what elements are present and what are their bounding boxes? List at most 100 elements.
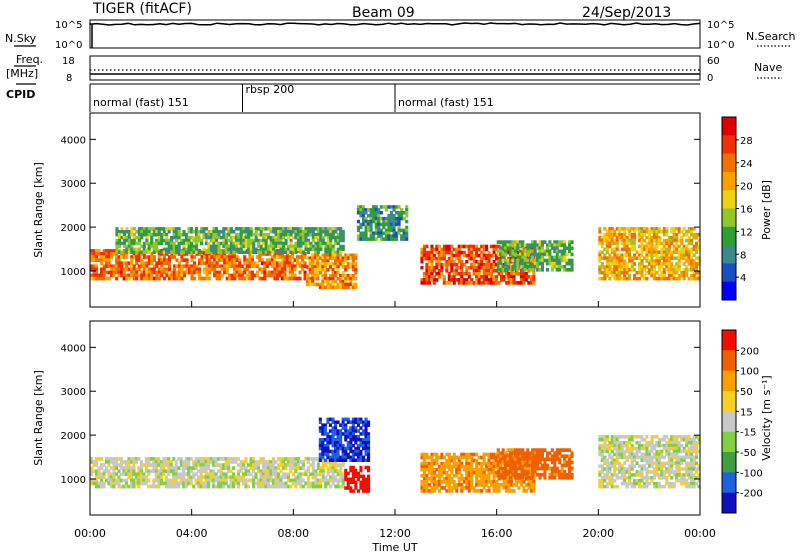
- data-cell: [198, 273, 202, 278]
- data-cell: [440, 250, 444, 255]
- data-cell: [247, 472, 251, 477]
- data-cell: [323, 438, 327, 442]
- data-cell: [311, 475, 315, 480]
- data-cell: [266, 469, 270, 474]
- data-cell: [321, 262, 325, 266]
- data-cell: [105, 469, 109, 474]
- data-cell: [266, 484, 270, 489]
- data-cell: [323, 265, 327, 269]
- data-cell: [427, 461, 431, 466]
- data-cell: [680, 235, 684, 240]
- data-cell: [356, 208, 360, 212]
- data-cell: [142, 244, 146, 249]
- data-cell: [169, 484, 173, 489]
- data-cell: [457, 455, 461, 460]
- data-cell: [555, 469, 559, 474]
- data-cell: [341, 463, 345, 467]
- data-cell: [662, 256, 666, 260]
- data-cell: [638, 271, 642, 275]
- data-cell: [536, 255, 540, 260]
- data-cell: [538, 457, 542, 462]
- data-cell: [362, 420, 366, 424]
- data-cell: [346, 262, 350, 266]
- data-cell: [623, 253, 627, 257]
- data-cell: [652, 262, 656, 266]
- data-cell: [497, 489, 501, 493]
- data-cell: [603, 435, 607, 439]
- data-cell: [308, 265, 312, 269]
- data-cell: [339, 282, 343, 287]
- data-cell: [495, 455, 499, 460]
- data-cell: [281, 463, 285, 467]
- data-cell: [217, 475, 221, 480]
- data-cell: [280, 267, 284, 272]
- data-cell: [538, 267, 542, 272]
- data-cell: [500, 483, 504, 487]
- data-cell: [321, 238, 325, 243]
- data-cell: [475, 452, 479, 457]
- data-cell: [122, 270, 126, 275]
- data-cell: [150, 270, 154, 275]
- data-cell: [242, 238, 246, 243]
- data-cell: [425, 253, 429, 258]
- data-cell: [243, 270, 247, 275]
- data-cell: [150, 267, 154, 272]
- data-cell: [505, 272, 509, 276]
- data-cell: [249, 466, 253, 470]
- data-cell: [657, 461, 661, 465]
- data-cell: [615, 458, 619, 462]
- data-cell: [598, 227, 602, 231]
- data-cell: [455, 256, 459, 261]
- data-cell: [242, 241, 246, 246]
- data-cell: [149, 457, 153, 461]
- data-cell: [227, 244, 231, 249]
- data-cell: [132, 463, 136, 467]
- data-cell: [550, 246, 554, 251]
- data-cell: [326, 481, 330, 486]
- data-cell: [550, 264, 554, 269]
- data-cell: [237, 235, 241, 240]
- data-cell: [500, 275, 504, 279]
- data-cell: [565, 258, 569, 263]
- data-cell: [460, 250, 464, 255]
- data-cell: [692, 233, 696, 237]
- data-cell: [214, 472, 218, 477]
- data-cell: [533, 451, 537, 456]
- data-cell: [387, 228, 391, 233]
- data-cell: [215, 264, 219, 269]
- data-cell: [645, 446, 649, 451]
- data-cell: [623, 259, 627, 263]
- data-cell: [110, 252, 114, 256]
- data-cell: [697, 271, 701, 275]
- data-cell: [533, 457, 537, 462]
- data-cell: [299, 250, 303, 254]
- data-cell: [140, 244, 144, 249]
- data-cell: [432, 253, 436, 258]
- data-cell: [647, 253, 651, 257]
- data-cell: [487, 269, 491, 273]
- data-cell: [272, 247, 276, 252]
- data-cell: [625, 253, 629, 257]
- data-cell: [207, 230, 211, 234]
- data-cell: [257, 244, 261, 249]
- data-cell: [480, 281, 484, 285]
- data-cell: [605, 446, 609, 451]
- data-cell: [152, 233, 156, 237]
- data-cell: [294, 469, 298, 474]
- data-cell: [160, 261, 164, 266]
- data-cell: [452, 464, 456, 469]
- data-cell: [294, 235, 298, 240]
- data-cell: [655, 253, 659, 257]
- data-cell: [212, 235, 216, 240]
- data-cell: [170, 276, 174, 281]
- data-cell: [501, 252, 505, 257]
- data-cell: [395, 237, 399, 241]
- data-cell: [545, 457, 549, 462]
- data-cell: [457, 470, 461, 475]
- data-cell: [682, 273, 686, 278]
- data-cell: [452, 486, 456, 490]
- data-cell: [645, 271, 649, 275]
- data-cell: [229, 460, 233, 464]
- data-cell: [615, 235, 619, 240]
- data-cell: [462, 272, 466, 276]
